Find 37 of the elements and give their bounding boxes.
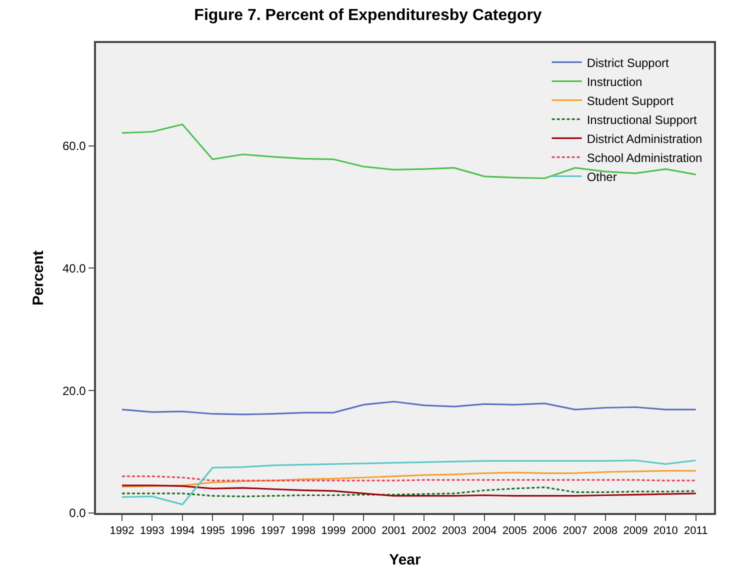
- x-tick-label: 2006: [532, 524, 558, 537]
- x-tick-label: 1996: [230, 524, 256, 537]
- x-tick-label: 2011: [684, 524, 708, 537]
- x-tick-label: 1994: [170, 524, 195, 537]
- x-tick-label: 2001: [382, 524, 406, 537]
- x-tick-label: 2003: [442, 524, 466, 537]
- legend-label: District Administration: [586, 132, 702, 146]
- x-tick-label: 2008: [593, 524, 618, 537]
- legend-label: District Support: [586, 56, 670, 70]
- x-tick-label: 1993: [140, 524, 164, 537]
- x-tick-label: 1998: [290, 524, 316, 537]
- chart-title: Figure 7. Percent of Expendituresby Category: [194, 7, 542, 24]
- x-tick-label: 2009: [623, 524, 648, 537]
- y-tick-label: 0.0: [69, 506, 86, 520]
- x-tick-label: 2004: [472, 524, 497, 537]
- x-tick-label: 2010: [653, 524, 678, 537]
- y-tick-label: 60.0: [62, 139, 86, 154]
- legend-label: Other: [586, 170, 617, 184]
- y-tick-label: 20.0: [62, 384, 86, 398]
- x-tick-label: 2007: [562, 524, 588, 537]
- x-tick-label: 2002: [412, 524, 436, 537]
- legend-label: Instruction: [586, 74, 642, 89]
- x-tick-label: 2005: [502, 524, 527, 537]
- x-tick-label: 1992: [110, 524, 134, 537]
- x-tick-label: 1999: [321, 524, 346, 537]
- y-axis-title: Percent: [30, 250, 48, 306]
- y-tick-label: 40.0: [62, 261, 86, 276]
- legend-label: School Administration: [586, 150, 702, 165]
- x-tick-label: 1995: [200, 524, 225, 537]
- x-tick-label: 2000: [351, 524, 376, 537]
- legend-label: Student Support: [586, 94, 674, 108]
- line-series: [121, 470, 697, 488]
- x-axis-title: Year: [389, 551, 422, 568]
- legend-label: Instructional Support: [586, 112, 698, 127]
- line-series: [121, 400, 697, 416]
- line-series: [121, 460, 697, 506]
- x-tick-label: 1997: [260, 524, 286, 537]
